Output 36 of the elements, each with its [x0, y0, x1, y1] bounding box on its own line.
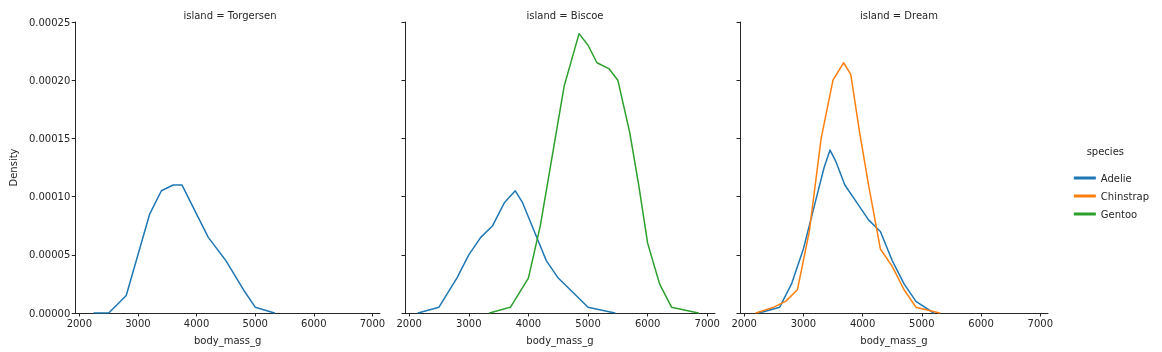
x-tick-label: 6000 [634, 317, 661, 329]
x-tick-label: 2000 [396, 317, 422, 329]
x-tick-label: 4000 [849, 317, 876, 329]
x-tick-label: 4000 [515, 317, 542, 329]
y-tick-label: 0.00005 [28, 249, 71, 261]
chart-title: island = Biscoe [526, 9, 604, 21]
x-tick-label: 3000 [456, 317, 482, 329]
x-tick-label: 5000 [909, 317, 935, 329]
y-tick-label: 0.00010 [28, 191, 71, 203]
x-tick-label: 2000 [66, 317, 93, 329]
legend-title: species [1086, 145, 1125, 157]
chart-title: island = Torgersen [183, 9, 277, 21]
x-tick-label: 7000 [359, 317, 386, 329]
y-tick-label: 0.00025 [28, 16, 71, 28]
x-tick-label: 5000 [575, 317, 601, 329]
x-axis-title: body_mass_g [193, 334, 262, 347]
x-tick-label: 3000 [790, 317, 817, 329]
x-tick-label: 6000 [301, 317, 327, 329]
x-tick-label: 3000 [125, 317, 151, 329]
x-tick-label: 6000 [968, 317, 994, 329]
y-tick-label: 0.00020 [28, 74, 71, 86]
x-tick-label: 4000 [183, 317, 210, 329]
y-tick-label: 0.00000 [28, 307, 71, 319]
x-axis-title: body_mass_g [860, 334, 928, 347]
x-axis-title: body_mass_g [526, 334, 594, 347]
line-series [93, 184, 276, 314]
x-tick-label: 5000 [242, 317, 268, 329]
y-axis-title: Density [7, 148, 19, 187]
legend-label: Adelie [1100, 172, 1132, 184]
chart-title: island = Dream [860, 9, 938, 21]
x-tick-label: 2000 [731, 317, 757, 329]
x-tick-label: 7000 [1027, 317, 1054, 329]
legend-label: Chinstrap [1100, 190, 1149, 202]
x-tick-label: 7000 [694, 317, 720, 329]
y-tick-label: 0.00015 [28, 132, 71, 144]
text: Gentoo [1100, 208, 1138, 220]
